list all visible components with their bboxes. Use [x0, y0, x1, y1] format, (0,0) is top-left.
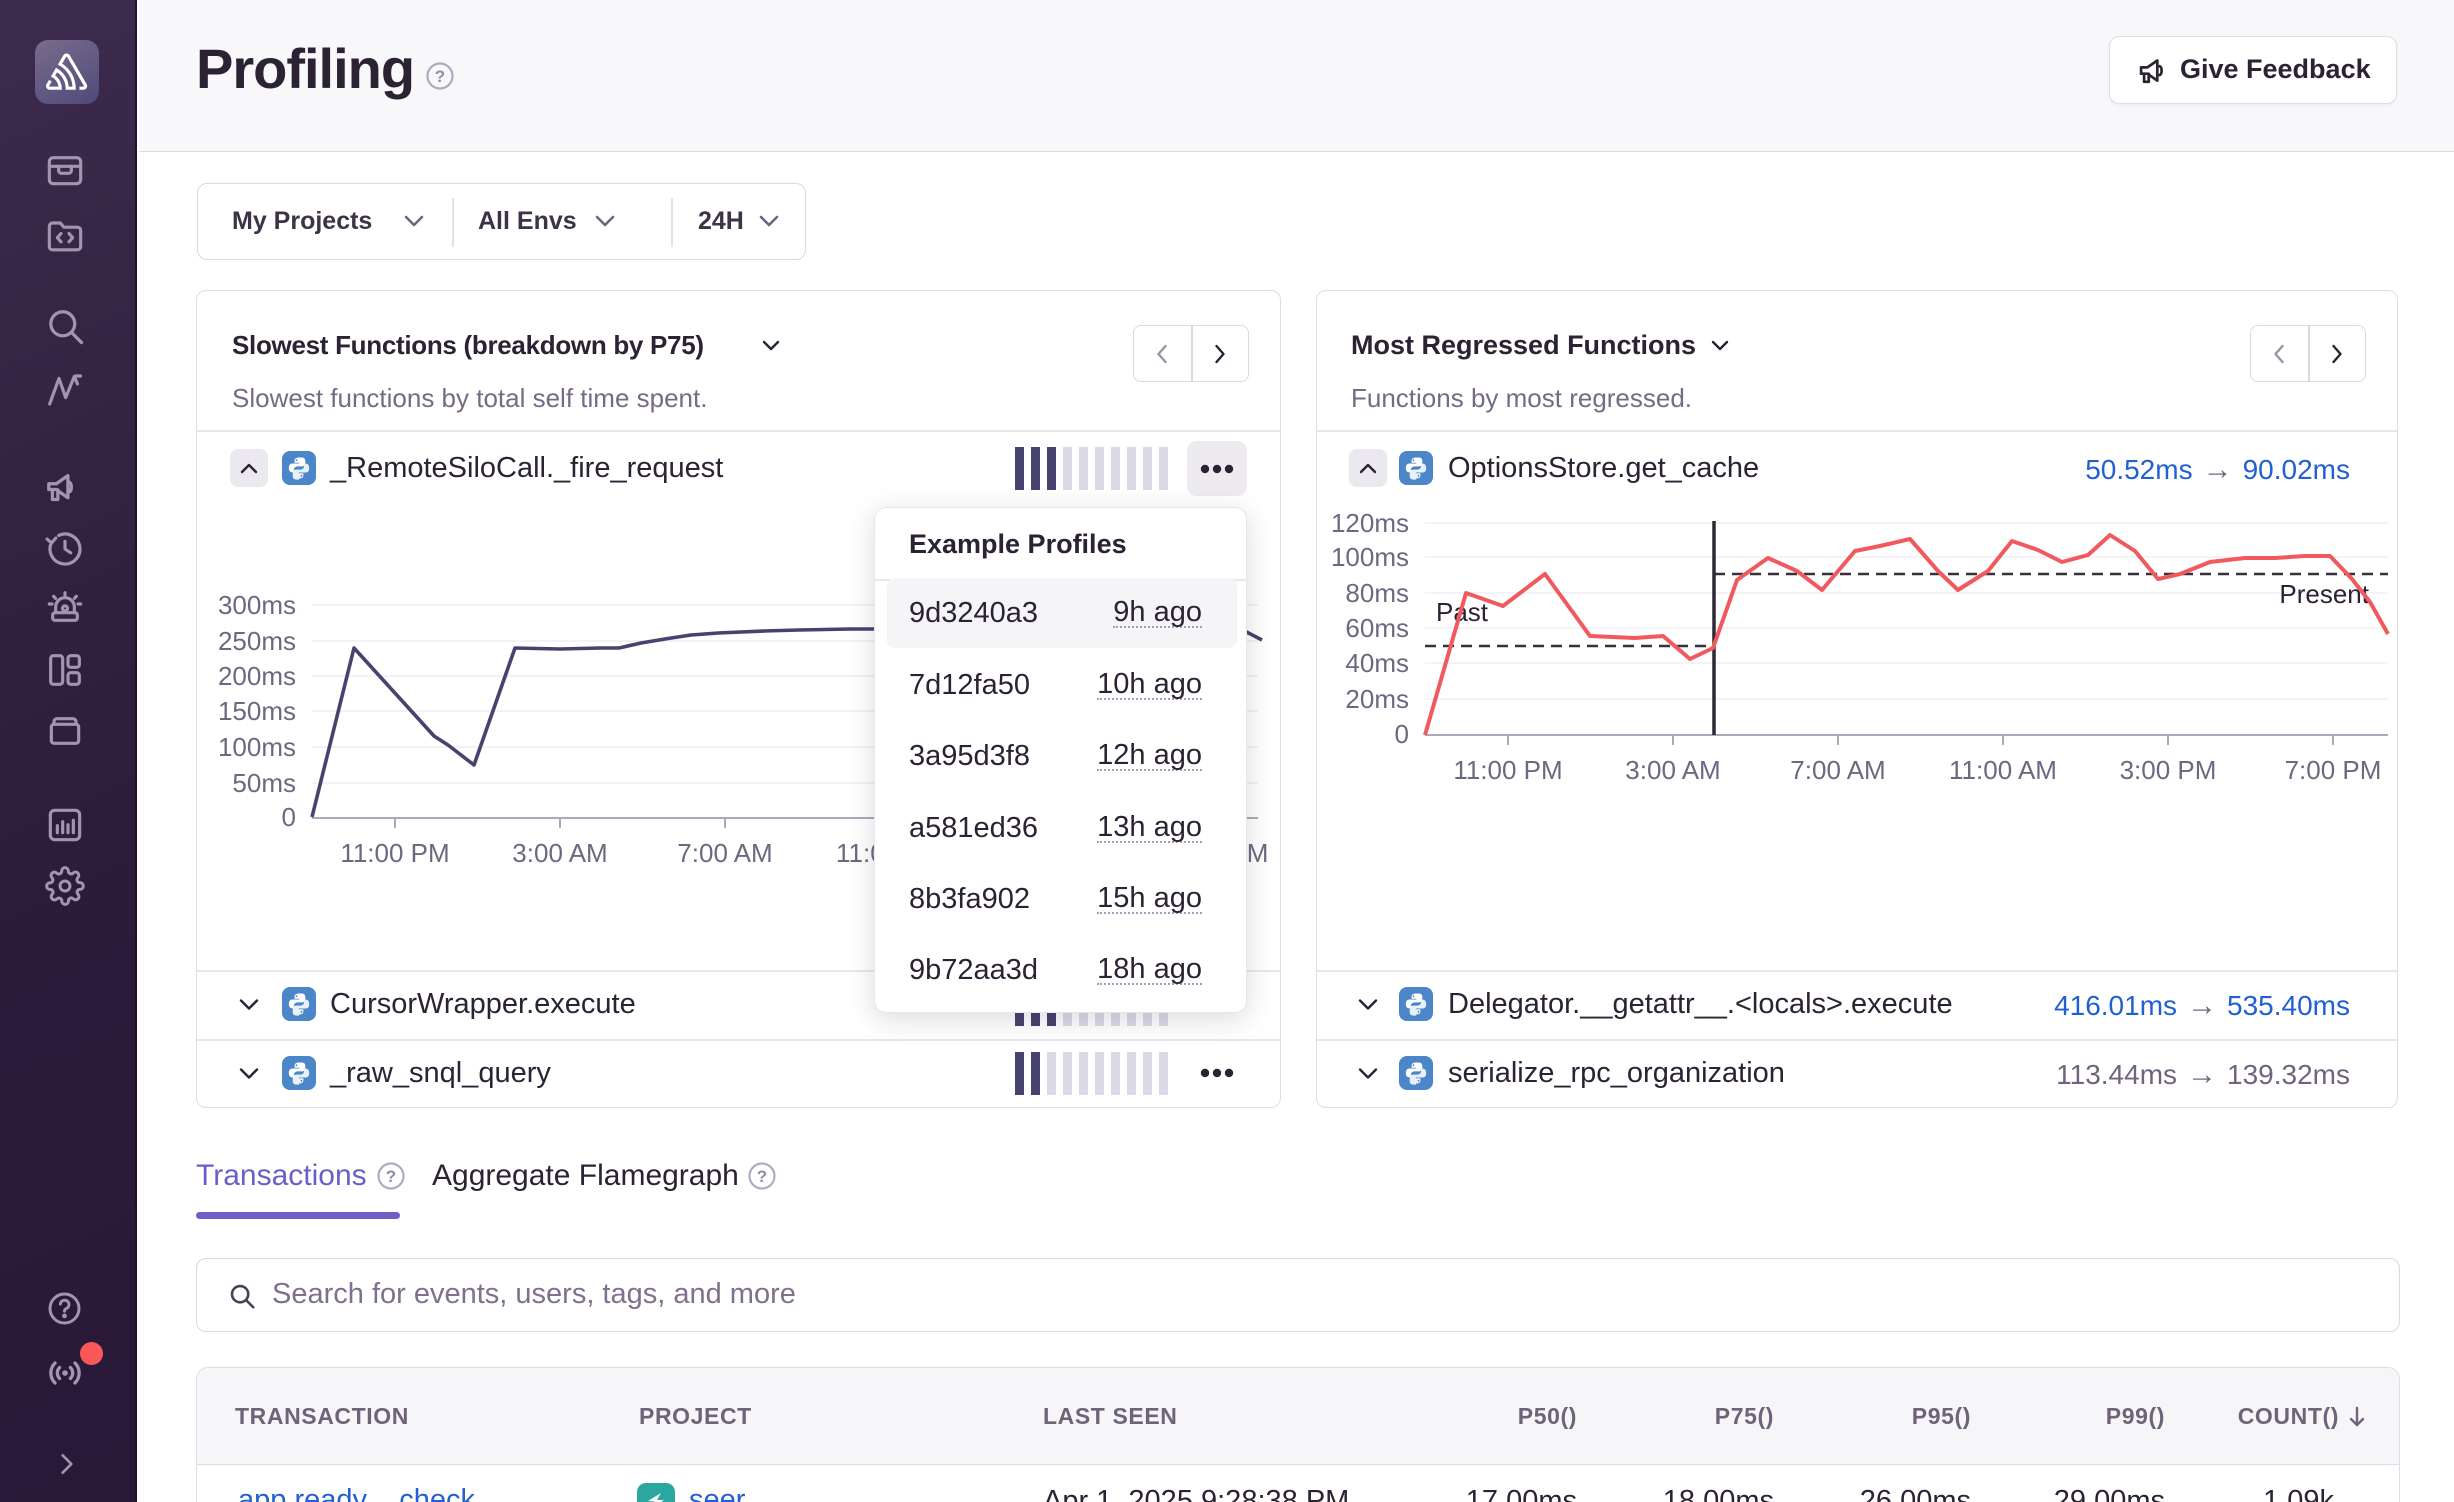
svg-text:60ms: 60ms	[1345, 613, 1409, 643]
svg-text:100ms: 100ms	[218, 732, 296, 762]
svg-text:7:00 AM: 7:00 AM	[1790, 755, 1885, 780]
svg-text:120ms: 120ms	[1331, 508, 1409, 538]
svg-text:100ms: 100ms	[1331, 542, 1409, 572]
svg-text:3:00 AM: 3:00 AM	[1625, 755, 1720, 780]
svg-text:11:00 AM: 11:00 AM	[1949, 755, 2057, 780]
svg-text:250ms: 250ms	[218, 626, 296, 656]
svg-text:50ms: 50ms	[232, 768, 296, 798]
svg-text:3:00 AM: 3:00 AM	[512, 838, 607, 868]
svg-text:0: 0	[1395, 719, 1409, 749]
svg-text:11:00 PM: 11:00 PM	[340, 838, 449, 868]
svg-text:20ms: 20ms	[1345, 684, 1409, 714]
svg-text:300ms: 300ms	[218, 590, 296, 620]
svg-text:7:00 PM: 7:00 PM	[2285, 755, 2382, 780]
svg-text:7:00 AM: 7:00 AM	[677, 838, 772, 868]
svg-text:?: ?	[757, 1167, 767, 1186]
svg-text:80ms: 80ms	[1345, 578, 1409, 608]
svg-text:?: ?	[386, 1167, 396, 1186]
svg-text:0: 0	[282, 802, 296, 832]
svg-text:11:00 PM: 11:00 PM	[1453, 755, 1562, 780]
svg-text:?: ?	[435, 67, 445, 86]
svg-text:40ms: 40ms	[1345, 648, 1409, 678]
svg-text:150ms: 150ms	[218, 696, 296, 726]
svg-text:200ms: 200ms	[218, 661, 296, 691]
svg-text:3:00 PM: 3:00 PM	[2120, 755, 2217, 780]
